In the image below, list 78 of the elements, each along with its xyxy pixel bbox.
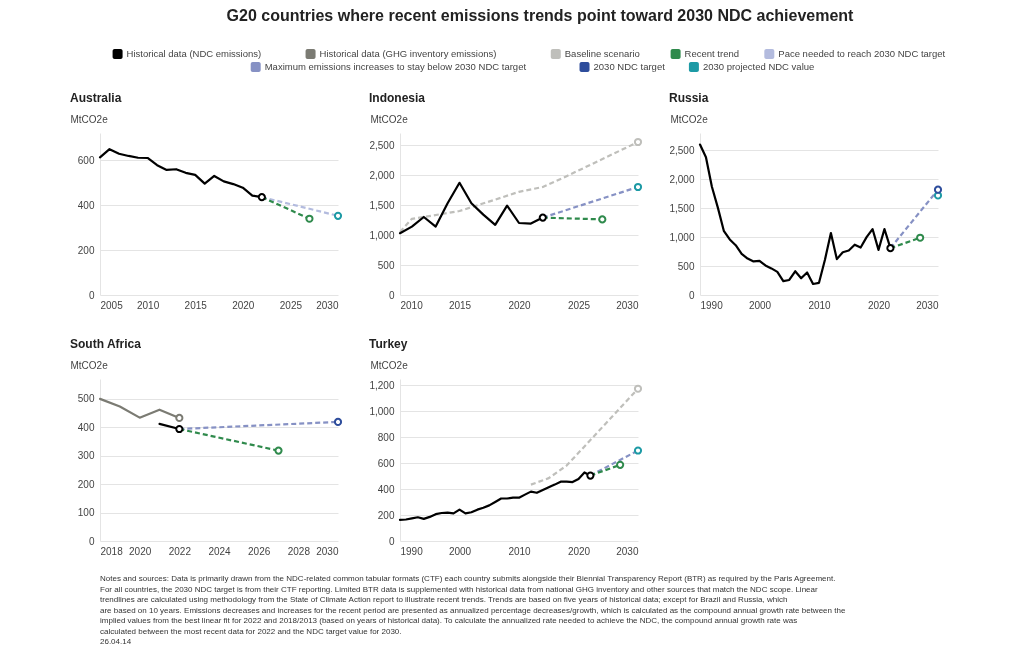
y-tick-label: 200 <box>77 478 95 490</box>
y-tick-label: 2,500 <box>669 144 695 156</box>
y-tick-label: 200 <box>377 509 395 521</box>
text: Notes and sources: Data is primarily drawn from the NDC-related common tabular formats (CTF) each country submits alongside their Biennial Transparency Report (BTR) as required by the Paris Agreement. For all countries, the 2030 NDC target is from their CTF reporting. Limited BTR data is supplemented with historical data from national GHG inventory and other sources that match the NDC scope. Linear trendlines are calculated using methodology from the State of Climate Action report to illustrate recent trends. Trends are based on five years of historical data; except for Brazil and Russia, which are based on 10 years. Emissions decreases and increases for the recent period are presented as annualized percentage decreases/growth, which is calculated as the compound annual growth rate between the implied values from the best linear fit for 2022 and 2018/2013 (based on years of historical data). To calculate the annualized rate needed to achieve the NDC, the compound annual growth rate was calculated between the most recent data for 2022 and the NDC target value for 2030. <box>100 574 846 636</box>
x-tick-label: 2015 <box>448 299 472 311</box>
y-axis-title: MtCO2e <box>670 113 709 125</box>
chart-title: South Africa <box>70 337 142 351</box>
x-tick-label: 2010 <box>136 299 160 311</box>
x-tick-label: 2030 <box>616 299 639 311</box>
y-tick-label: 1,000 <box>369 229 395 241</box>
y-tick-label: 2,000 <box>669 173 695 185</box>
y-tick-label: 1,500 <box>369 199 395 211</box>
y-tick-label: 100 <box>77 507 95 519</box>
legend-label: Pace needed to reach 2030 NDC target <box>778 48 946 59</box>
y-tick-label: 0 <box>388 289 395 301</box>
x-tick-label: 2020 <box>129 545 152 557</box>
x-tick-label: 2030 <box>916 299 939 311</box>
y-tick-label: 1,000 <box>369 405 395 417</box>
y-tick-label: 0 <box>88 535 95 547</box>
x-tick-label: 1990 <box>700 299 724 311</box>
legend-label: Baseline scenario <box>564 48 640 59</box>
y-tick-label: 600 <box>377 457 395 469</box>
x-tick-label: 2010 <box>808 299 832 311</box>
y-tick-label: 0 <box>88 289 95 301</box>
y-tick-label: 400 <box>77 199 95 211</box>
x-tick-label: 2028 <box>287 545 311 557</box>
chart-title: Turkey <box>368 337 408 351</box>
x-tick-label: 2000 <box>448 545 472 557</box>
x-tick-label: 2020 <box>567 545 591 557</box>
x-tick-label: 2010 <box>400 299 424 311</box>
x-tick-label: 2025 <box>567 299 591 311</box>
text: 26.04.14 <box>100 637 132 646</box>
y-tick-label: 500 <box>677 260 695 272</box>
y-tick-label: 2,500 <box>369 139 395 151</box>
y-tick-label: 400 <box>77 421 95 433</box>
y-axis-title: MtCO2e <box>370 359 409 371</box>
y-tick-label: 0 <box>688 289 695 301</box>
x-tick-label: 2020 <box>232 299 255 311</box>
y-axis-title: MtCO2e <box>370 113 409 125</box>
legend-label: Historical data (GHG inventory emissions) <box>319 48 497 59</box>
x-tick-label: 1990 <box>400 545 424 557</box>
x-tick-label: 2010 <box>508 545 532 557</box>
y-tick-label: 300 <box>77 450 95 462</box>
legend-label: Historical data (NDC emissions) <box>126 48 262 59</box>
y-tick-label: 0 <box>388 535 395 547</box>
y-tick-label: 1,500 <box>669 202 695 214</box>
y-tick-label: 400 <box>377 483 395 495</box>
x-tick-label: 2018 <box>100 545 124 557</box>
x-tick-label: 2030 <box>616 545 639 557</box>
legend-label: Recent trend <box>684 48 740 59</box>
legend-label: 2030 projected NDC value <box>702 61 815 72</box>
y-axis-title: MtCO2e <box>70 359 109 371</box>
x-tick-label: 2020 <box>508 299 532 311</box>
x-tick-label: 2025 <box>279 299 303 311</box>
y-tick-label: 1,200 <box>369 379 395 391</box>
x-tick-label: 2000 <box>748 299 772 311</box>
chart-title: Russia <box>668 91 709 105</box>
text: G20 countries where recent emissions trends point toward 2030 NDC achievement <box>226 7 855 24</box>
y-tick-label: 200 <box>77 244 95 256</box>
y-tick-label: 500 <box>377 259 395 271</box>
y-axis-title: MtCO2e <box>70 113 109 125</box>
chart-title: Indonesia <box>368 91 426 105</box>
legend-label: 2030 NDC target <box>593 61 666 72</box>
x-tick-label: 2030 <box>316 545 339 557</box>
chart-title: Australia <box>70 91 122 105</box>
y-tick-label: 2,000 <box>369 169 395 181</box>
y-tick-label: 1,000 <box>669 231 695 243</box>
x-tick-label: 2005 <box>100 299 124 311</box>
x-tick-label: 2024 <box>208 545 232 557</box>
x-tick-label: 2026 <box>248 545 271 557</box>
y-tick-label: 500 <box>77 393 95 405</box>
x-tick-label: 2020 <box>867 299 891 311</box>
x-tick-label: 2015 <box>184 299 208 311</box>
x-tick-label: 2022 <box>168 545 192 557</box>
y-tick-label: 600 <box>77 154 95 166</box>
x-tick-label: 2030 <box>316 299 339 311</box>
legend-label: Maximum emissions increases to stay below 2030 NDC target <box>264 61 527 72</box>
y-tick-label: 800 <box>377 431 395 443</box>
